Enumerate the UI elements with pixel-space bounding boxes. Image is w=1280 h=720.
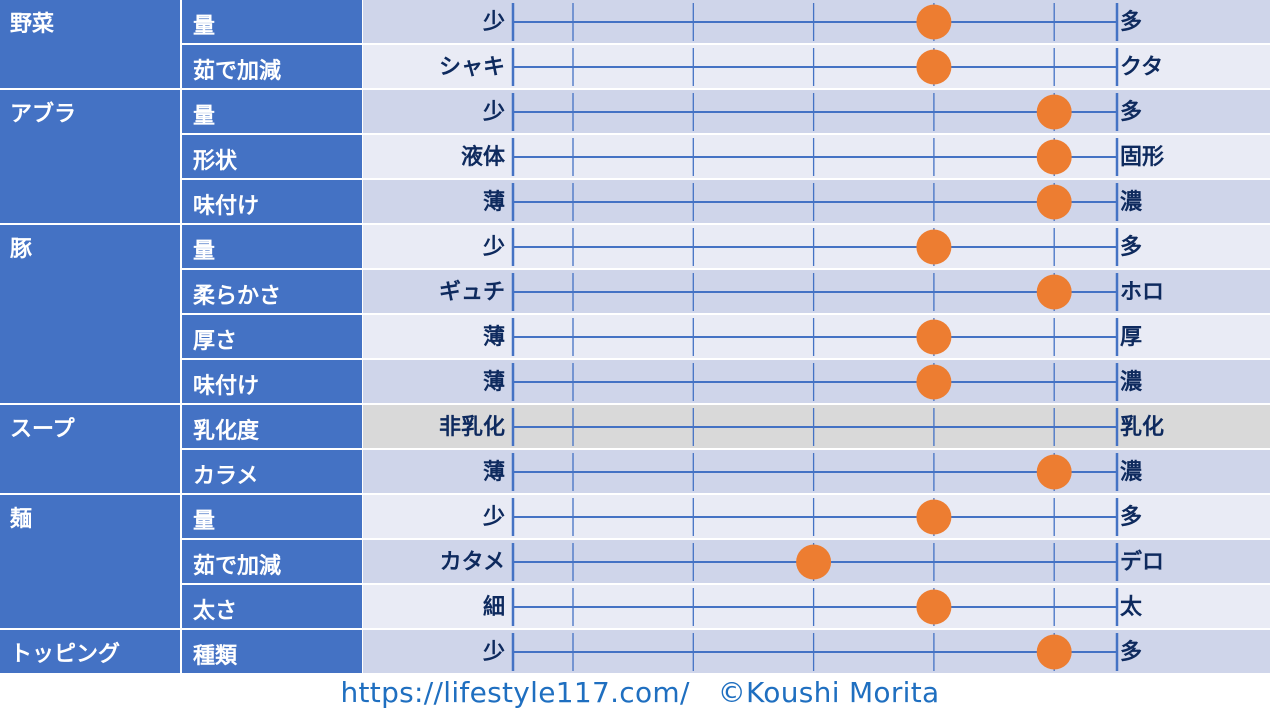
scale-track (511, 3, 1119, 41)
scale-left-label: 薄 (482, 190, 505, 215)
attribute-label: 乳化度 (182, 405, 362, 448)
scale-right-label: デロ (1120, 550, 1165, 575)
rating-dot (916, 4, 952, 40)
attribute-label: 形状 (182, 135, 362, 178)
scale-row: 細太 (363, 585, 1270, 628)
scale-row: 薄濃 (363, 180, 1270, 223)
scale-track (511, 363, 1119, 401)
scale-right-label: 多 (1120, 100, 1143, 125)
scale-track (511, 633, 1119, 671)
attribute-label: 量 (182, 225, 362, 268)
scale-track (511, 273, 1119, 311)
rating-dot (1036, 139, 1072, 175)
attribute-label: 量 (182, 90, 362, 133)
attribute-label: 味付け (182, 360, 362, 403)
scale-track (511, 93, 1119, 131)
scale-left-label: シャキ (438, 55, 505, 80)
scale-right-label: 厚 (1120, 325, 1143, 350)
footer-copyright: ©Koushi Morita (717, 676, 940, 709)
category-label: 豚 (0, 225, 180, 403)
scale-right-label: 濃 (1120, 370, 1143, 395)
scale-row: 少多 (363, 225, 1270, 268)
scale-right-label: クタ (1120, 55, 1164, 80)
scale-left-label: 少 (482, 100, 505, 125)
scale-track (511, 318, 1119, 356)
scale-right-label: 乳化 (1120, 415, 1165, 440)
rating-dot (916, 49, 952, 85)
attribute-label: 厚さ (182, 315, 362, 358)
category-label: アブラ (0, 90, 180, 223)
scale-track (511, 408, 1119, 446)
rating-dot (916, 589, 952, 625)
attribute-label: 量 (182, 0, 362, 43)
scale-right-label: 太 (1120, 595, 1143, 620)
scale-track (511, 588, 1119, 626)
attribute-label: 量 (182, 495, 362, 538)
scale-row: 液体 固形 (363, 135, 1270, 178)
rating-dot (916, 499, 952, 535)
rating-dot (1036, 184, 1072, 220)
scale-left-label: カタメ (439, 550, 505, 575)
scale-track (511, 498, 1119, 536)
scale-left-label: 薄 (482, 370, 505, 395)
rating-dot (1036, 454, 1072, 490)
scale-right-label: 固形 (1120, 145, 1165, 170)
scale-row: 非乳化 乳化 (363, 405, 1270, 448)
category-label: 麺 (0, 495, 180, 628)
scale-left-label: 少 (482, 505, 505, 530)
scale-row: 薄厚 (363, 315, 1270, 358)
scale-track (511, 183, 1119, 221)
scale-right-label: ホロ (1120, 280, 1165, 305)
scale-right-label: 濃 (1120, 460, 1143, 485)
scale-row: 少多 (363, 495, 1270, 538)
category-label: トッピング (0, 630, 180, 673)
scale-left-label: 非乳化 (438, 415, 505, 440)
rating-dot (1036, 634, 1072, 670)
attribute-label: カラメ (182, 450, 362, 493)
scale-right-label: 多 (1120, 235, 1143, 260)
scale-track (511, 228, 1119, 266)
rating-dot (796, 544, 832, 580)
scale-right-label: 多 (1120, 10, 1143, 35)
attribute-label: 茹で加減 (182, 45, 362, 88)
scale-right-label: 濃 (1120, 190, 1143, 215)
scale-track (511, 138, 1119, 176)
scale-row: 少多 (363, 0, 1270, 43)
scale-row: 薄濃 (363, 360, 1270, 403)
scale-right-label: 多 (1120, 640, 1143, 665)
rating-dot (916, 229, 952, 265)
rating-dot (1036, 94, 1072, 130)
attribute-label: 太さ (182, 585, 362, 628)
scale-row: 少多 (363, 630, 1270, 673)
scale-row: 薄濃 (363, 450, 1270, 493)
category-label: 野菜 (0, 0, 180, 88)
category-label: スープ (0, 405, 180, 493)
rating-dot (916, 319, 952, 355)
rating-table: 野菜量少多茹で加減 シャキ クタ アブラ量少多形状 液体 固形 味付け薄濃豚量少多柔らかさギ… (0, 0, 1270, 673)
scale-row: シャキ クタ (363, 45, 1270, 88)
scale-row: ギュチ ホロ (363, 270, 1270, 313)
scale-row: 少多 (363, 90, 1270, 133)
scale-track (511, 453, 1119, 491)
scale-left-label: 薄 (482, 460, 505, 485)
rating-dot (1036, 274, 1072, 310)
attribute-label: 種類 (182, 630, 362, 673)
scale-track (511, 48, 1119, 86)
scale-left-label: 少 (482, 235, 505, 260)
footer-url[interactable]: https://lifestyle117.com/ (340, 676, 690, 709)
scale-row: カタメ デロ (363, 540, 1270, 583)
footer: https://lifestyle117.com/ ©Koushi Morita (0, 676, 1280, 709)
rating-dot (916, 364, 952, 400)
scale-right-label: 多 (1120, 505, 1143, 530)
scale-left-label: 薄 (482, 325, 505, 350)
attribute-label: 柔らかさ (182, 270, 362, 313)
scale-left-label: 少 (482, 640, 505, 665)
attribute-label: 味付け (182, 180, 362, 223)
scale-left-label: 少 (482, 10, 505, 35)
scale-left-label: ギュチ (438, 280, 505, 305)
attribute-label: 茹で加減 (182, 540, 362, 583)
scale-left-label: 液体 (460, 145, 505, 170)
scale-track (511, 543, 1119, 581)
scale-left-label: 細 (482, 595, 505, 620)
